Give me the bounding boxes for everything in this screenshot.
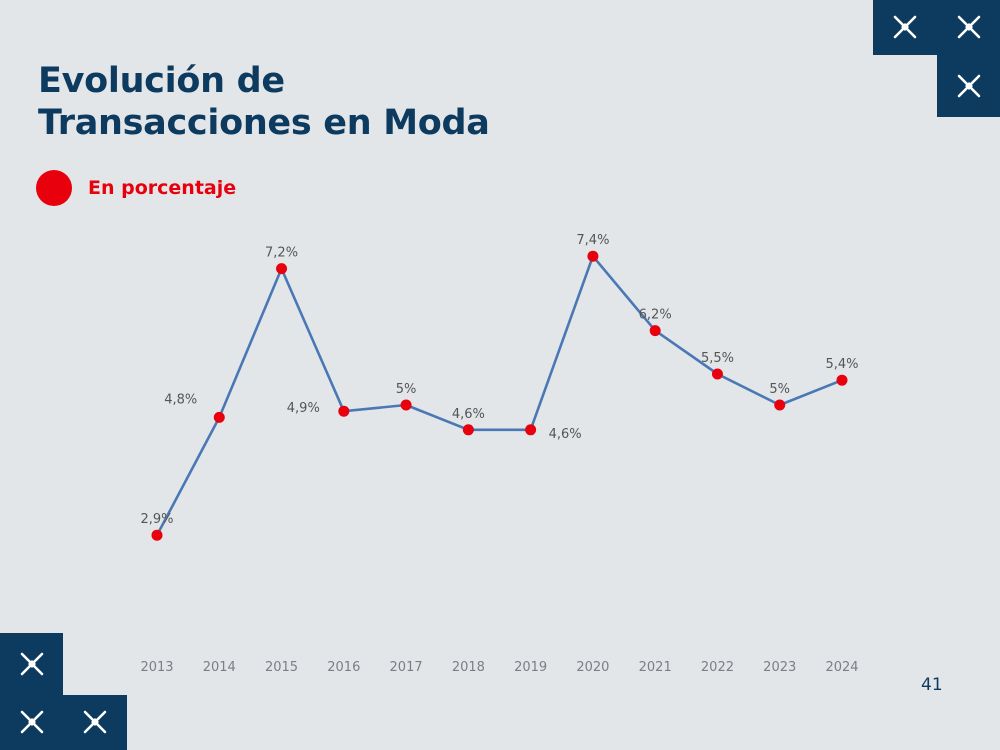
legend-marker <box>36 170 72 206</box>
data-point <box>836 374 848 386</box>
data-point <box>338 405 350 417</box>
corner-tile <box>873 0 937 55</box>
data-point <box>711 368 723 380</box>
data-label: 5% <box>769 382 790 397</box>
data-point <box>276 263 288 275</box>
data-point <box>587 250 599 262</box>
data-label: 5,4% <box>825 357 858 372</box>
x-tick-label: 2021 <box>639 660 672 675</box>
x-tick-label: 2022 <box>701 660 734 675</box>
data-label: 4,6% <box>452 407 485 422</box>
x-tick-label: 2023 <box>763 660 796 675</box>
data-label: 6,2% <box>639 308 672 323</box>
data-point <box>462 424 474 436</box>
data-label: 7,4% <box>576 233 609 248</box>
corner-tile <box>63 695 127 750</box>
x-tick-label: 2017 <box>390 660 423 675</box>
x-tick-label: 2019 <box>514 660 547 675</box>
data-point <box>649 325 661 337</box>
x-tick-label: 2016 <box>327 660 360 675</box>
data-label: 5% <box>396 382 417 397</box>
x-tick-label: 2020 <box>576 660 609 675</box>
x-tick-label: 2024 <box>825 660 858 675</box>
data-label: 4,9% <box>287 401 320 416</box>
corner-tile <box>0 695 63 750</box>
data-label: 7,2% <box>265 246 298 261</box>
page-number: 41 <box>921 675 943 695</box>
data-point <box>151 529 163 541</box>
series-line <box>155 254 843 536</box>
corner-tile <box>0 633 63 695</box>
x-tick-label: 2015 <box>265 660 298 675</box>
title-line-1: Evolución de <box>38 61 285 101</box>
data-label: 5,5% <box>701 351 734 366</box>
corner-tile <box>937 55 1000 117</box>
data-point <box>400 399 412 411</box>
data-label: 4,8% <box>164 392 197 407</box>
title-line-2: Transacciones en Moda <box>38 103 490 143</box>
data-point <box>525 424 537 436</box>
legend-label: En porcentaje <box>88 177 237 199</box>
page-title: Evolución de Transacciones en Moda <box>38 60 490 144</box>
data-point <box>213 411 225 423</box>
data-point <box>774 399 786 411</box>
x-tick-label: 2013 <box>140 660 173 675</box>
legend: En porcentaje <box>36 170 236 206</box>
data-label: 2,9% <box>140 512 173 527</box>
corner-tile <box>937 0 1000 55</box>
x-tick-label: 2018 <box>452 660 485 675</box>
data-label: 4,6% <box>549 427 582 442</box>
x-tick-label: 2014 <box>203 660 236 675</box>
